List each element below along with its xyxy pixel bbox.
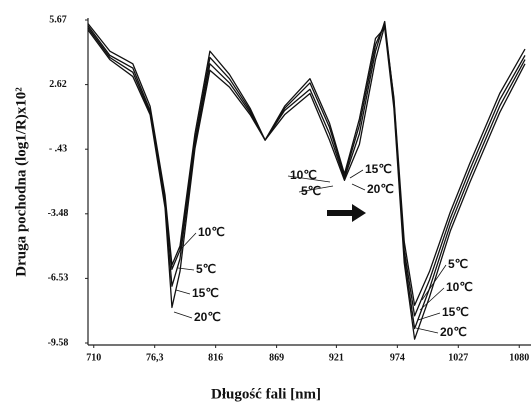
label-leader: [415, 327, 439, 334]
y-tick-label: -9.58: [48, 337, 69, 348]
label-leader: [287, 175, 331, 183]
x-tick-label: 1027: [448, 352, 468, 363]
arrow: [327, 204, 366, 222]
y-tick-label: - .43: [49, 143, 67, 154]
series-line: [87, 22, 526, 330]
y-tick-label: 2.62: [49, 79, 67, 90]
y-tick-label: -6.53: [48, 273, 69, 284]
series-label: 15℃: [192, 286, 219, 300]
label-leader: [417, 312, 441, 321]
label-leader: [349, 169, 364, 179]
series-label: 10℃: [446, 280, 473, 294]
series-line: [87, 27, 526, 340]
y-tick-label: -3.48: [48, 208, 69, 219]
x-tick-label: 1080: [509, 352, 529, 363]
x-tick-label: 710: [86, 352, 101, 363]
x-tick-label: 816: [208, 352, 223, 363]
x-tick-label: 76,3: [146, 352, 164, 363]
label-leader: [421, 264, 447, 301]
series-label: 5℃: [448, 257, 468, 271]
x-tick-label: 921: [329, 352, 344, 363]
series-label: 5℃: [196, 262, 216, 276]
series-line: [87, 20, 526, 317]
y-tick-label: 5.67: [49, 14, 67, 25]
x-tick-label: 869: [269, 352, 284, 363]
series-label: 5℃: [301, 184, 321, 198]
series-label: 20℃: [194, 310, 221, 324]
label-leader: [173, 311, 193, 319]
series-label: 20℃: [440, 325, 467, 339]
series-label: 15℃: [365, 162, 392, 176]
y-axis-label: Druga pochodna (log1/R)x10²: [13, 87, 29, 277]
label-leader: [177, 267, 195, 271]
series-label: 20℃: [367, 182, 394, 196]
series-label: 15℃: [442, 305, 469, 319]
label-leader: [179, 232, 197, 251]
label-leader: [175, 289, 191, 295]
x-axis-label: Długość fali [nm]: [211, 386, 321, 402]
series-label: 10℃: [198, 225, 225, 239]
series-label: 10℃: [290, 168, 317, 182]
label-leader: [298, 185, 334, 193]
x-tick-label: 974: [390, 352, 405, 363]
label-leader: [419, 287, 445, 311]
label-leader: [351, 183, 366, 191]
